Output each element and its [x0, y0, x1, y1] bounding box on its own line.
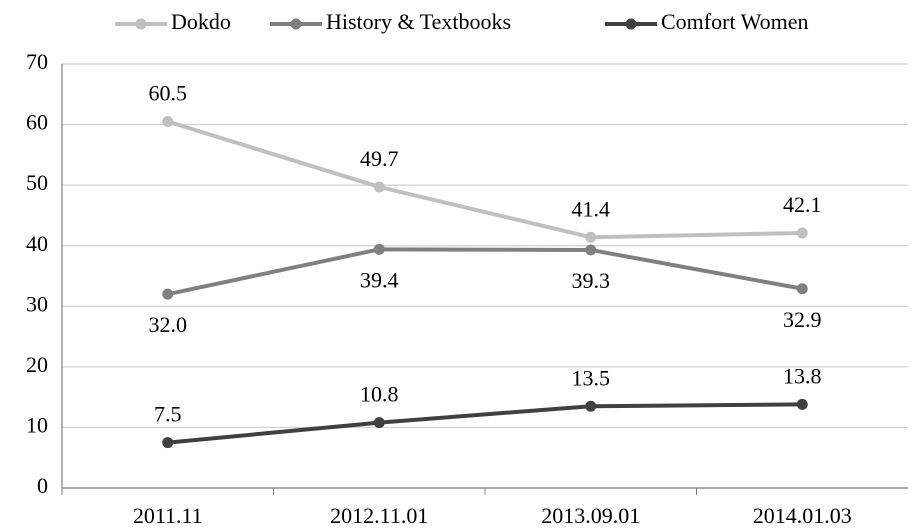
y-tick-label: 10 [26, 412, 48, 437]
y-tick-label: 40 [26, 231, 48, 256]
data-label: 60.5 [149, 81, 188, 106]
marker [162, 288, 174, 300]
marker [373, 417, 385, 429]
data-label: 41.4 [572, 196, 611, 221]
y-tick-label: 70 [26, 49, 48, 74]
x-tick-label: 2011.11 [133, 503, 203, 528]
y-tick-label: 30 [26, 291, 48, 316]
data-label: 32.0 [149, 312, 188, 337]
series-line [167, 402, 803, 445]
data-label: 7.5 [154, 402, 182, 427]
data-label: 13.8 [783, 363, 822, 388]
y-tick-label: 20 [26, 352, 48, 377]
marker [585, 400, 597, 412]
legend-marker [135, 18, 147, 30]
data-label: 49.7 [360, 146, 399, 171]
marker [585, 231, 597, 243]
marker [373, 243, 385, 255]
data-label: 42.1 [783, 192, 822, 217]
data-label: 39.4 [360, 267, 399, 292]
legend-label: History & Textbooks [326, 9, 511, 34]
y-tick-label: 60 [26, 110, 48, 135]
data-label: 10.8 [360, 382, 399, 407]
y-tick-label: 50 [26, 170, 48, 195]
marker [162, 116, 174, 128]
data-label: 32.9 [783, 307, 822, 332]
data-label: 39.3 [572, 268, 611, 293]
marker [162, 437, 174, 449]
legend-label: Comfort Women [661, 9, 809, 34]
x-tick-label: 2013.09.01 [541, 503, 640, 528]
marker [796, 283, 808, 295]
data-label: 13.5 [572, 365, 611, 390]
marker [796, 227, 808, 239]
y-tick-label: 0 [37, 473, 48, 498]
marker [796, 398, 808, 410]
legend-marker [625, 18, 637, 30]
marker [585, 244, 597, 256]
marker [373, 181, 385, 193]
legend-marker [290, 18, 302, 30]
x-tick-label: 2012.11.01 [330, 503, 428, 528]
series-line [167, 119, 803, 240]
series-line [167, 247, 803, 297]
legend-label: Dokdo [171, 9, 231, 34]
x-tick-label: 2014.01.03 [753, 503, 852, 528]
